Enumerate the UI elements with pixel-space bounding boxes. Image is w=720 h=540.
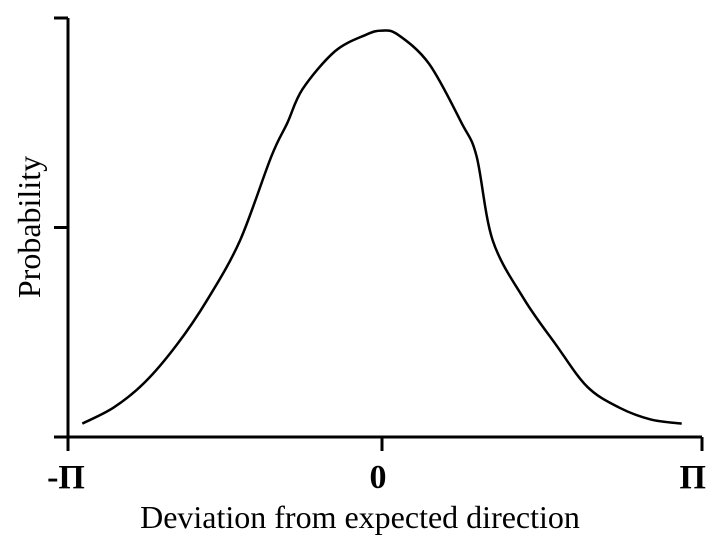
y-ticks (54, 16, 68, 439)
x-tick-label-0: -Π (47, 459, 85, 496)
x-ticks (66, 437, 704, 451)
x-tick-label-1: 0 (370, 459, 387, 496)
y-axis-label: Probability (11, 156, 47, 298)
x-tick-labels: -Π 0 Π (47, 459, 706, 496)
x-axis-label: Deviation from expected direction (140, 499, 580, 535)
series-line (81, 29, 682, 425)
x-tick-label-2: Π (680, 459, 706, 496)
